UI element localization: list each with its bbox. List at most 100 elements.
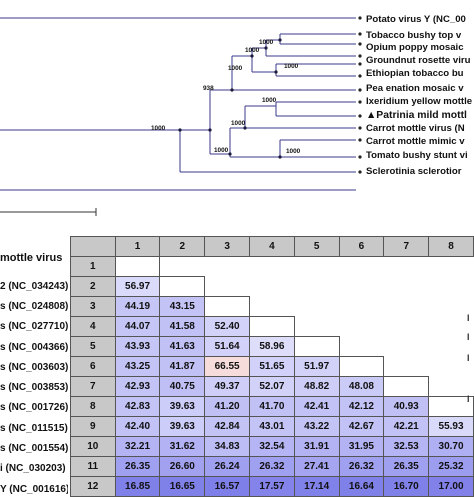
matrix-column-header: 3 bbox=[204, 236, 250, 257]
matrix-empty-cell bbox=[428, 256, 474, 277]
matrix-cell: 16.85 bbox=[114, 476, 161, 497]
matrix-cell: 39.63 bbox=[159, 416, 206, 437]
bootstrap-label: 1000 bbox=[259, 39, 274, 46]
matrix-cell: 42.83 bbox=[114, 396, 161, 417]
matrix-row-label: s (NC_011515) bbox=[0, 422, 68, 434]
matrix-diagonal-cell bbox=[428, 396, 474, 417]
matrix-empty-cell bbox=[339, 336, 384, 357]
matrix-empty-cell bbox=[339, 276, 384, 297]
phylogenetic-tree: 1000 1000 1000 1000 1000 938 1000 1000 1… bbox=[0, 14, 472, 216]
bootstrap-label: 1000 bbox=[284, 63, 299, 70]
matrix-diagonal-cell bbox=[293, 336, 340, 357]
matrix-cell: 52.07 bbox=[248, 376, 295, 397]
matrix-cell: 43.15 bbox=[159, 296, 206, 317]
matrix-empty-cell bbox=[339, 316, 384, 337]
leaf-label: Pea enation mosaic v bbox=[366, 83, 464, 94]
bootstrap-label: 1000 bbox=[286, 148, 301, 155]
matrix-empty-cell bbox=[428, 376, 474, 397]
matrix-cell: 26.32 bbox=[338, 456, 385, 477]
matrix-empty-cell bbox=[428, 336, 474, 357]
matrix-row-number: 1 bbox=[70, 256, 116, 277]
matrix-row-label: s (NC_004366) bbox=[0, 341, 68, 353]
matrix-empty-cell bbox=[383, 356, 429, 377]
matrix-cell: 52.40 bbox=[204, 316, 250, 337]
matrix-cell: 55.93 bbox=[428, 416, 474, 437]
matrix-cell: 17.00 bbox=[428, 476, 474, 497]
matrix-empty-cell bbox=[294, 276, 340, 297]
matrix-cell: 39.63 bbox=[159, 396, 206, 417]
leaf-label: Tomato bushy stunt vi bbox=[366, 150, 468, 161]
matrix-row-number: 6 bbox=[70, 356, 116, 377]
matrix-diagonal-cell bbox=[338, 356, 385, 377]
matrix-cell: 42.41 bbox=[293, 396, 340, 417]
matrix-cell: 48.82 bbox=[293, 376, 340, 397]
matrix-diagonal-cell bbox=[159, 276, 206, 297]
matrix-cell: 32.53 bbox=[383, 436, 430, 457]
matrix-cell: 49.37 bbox=[204, 376, 250, 397]
matrix-cell: 30.70 bbox=[428, 436, 474, 457]
matrix-cell: 32.21 bbox=[114, 436, 161, 457]
matrix-cell: 48.08 bbox=[338, 376, 385, 397]
tree-nodes bbox=[178, 38, 282, 159]
matrix-empty-cell bbox=[428, 356, 474, 377]
matrix-cell: 31.62 bbox=[159, 436, 206, 457]
matrix-cell: 56.97 bbox=[114, 276, 161, 297]
matrix-cell: 16.70 bbox=[383, 476, 430, 497]
matrix-empty-cell bbox=[294, 296, 340, 317]
matrix-empty-cell bbox=[204, 276, 250, 297]
matrix-empty-cell bbox=[204, 256, 250, 277]
bootstrap-label: 1000 bbox=[262, 97, 277, 104]
matrix-cell: 41.58 bbox=[159, 316, 206, 337]
bootstrap-label: 1000 bbox=[214, 147, 229, 154]
matrix-cell: 43.22 bbox=[293, 416, 340, 437]
matrix-cell: 43.93 bbox=[114, 336, 161, 357]
matrix-empty-cell bbox=[294, 256, 340, 277]
matrix-cell: 42.40 bbox=[114, 416, 161, 437]
matrix-cell: 26.35 bbox=[114, 456, 161, 477]
matrix-title-fragment: mottle virus bbox=[0, 252, 63, 264]
matrix-row-number: 9 bbox=[70, 416, 116, 437]
matrix-empty-cell bbox=[339, 256, 384, 277]
matrix-row-label: s (NC_001554) bbox=[0, 443, 68, 454]
matrix-column-header: 6 bbox=[338, 236, 385, 257]
matrix-cell: 16.65 bbox=[159, 476, 206, 497]
matrix-cell: 42.21 bbox=[383, 416, 430, 437]
matrix-column-header: 5 bbox=[293, 236, 340, 257]
leaf-label: Potato virus Y (NC_00 bbox=[366, 14, 466, 25]
matrix-cell: 43.01 bbox=[248, 416, 295, 437]
matrix-empty-cell bbox=[383, 296, 429, 317]
matrix-cell: 17.14 bbox=[293, 476, 340, 497]
matrix-cell: 27.41 bbox=[293, 456, 340, 477]
matrix-cell: 31.95 bbox=[338, 436, 385, 457]
matrix-cell: 58.96 bbox=[248, 336, 295, 357]
matrix-row-number: 7 bbox=[70, 376, 116, 397]
matrix-row-label: s (NC_003853) bbox=[0, 382, 68, 394]
matrix-empty-cell bbox=[249, 276, 295, 297]
matrix-cell: 42.93 bbox=[114, 376, 161, 397]
matrix-cell: 40.93 bbox=[383, 396, 430, 417]
leaf-label: Carrot mottle virus (N bbox=[366, 123, 465, 134]
matrix-empty-cell bbox=[383, 276, 429, 297]
matrix-cell: 16.64 bbox=[338, 476, 385, 497]
matrix-cell: 41.87 bbox=[159, 356, 206, 377]
leaf-label: Groundnut rosette viru bbox=[366, 55, 471, 66]
matrix-side-mark: I bbox=[467, 353, 470, 363]
matrix-row-number: 12 bbox=[70, 476, 116, 497]
matrix-empty-cell bbox=[428, 316, 474, 337]
matrix-row-label: s (NC_001726) bbox=[0, 402, 68, 414]
matrix-row-number: 10 bbox=[70, 436, 116, 457]
matrix-cell: 42.84 bbox=[204, 416, 250, 437]
matrix-cell: 43.25 bbox=[114, 356, 161, 377]
matrix-row-number: 8 bbox=[70, 396, 116, 417]
matrix-row-number: 5 bbox=[70, 336, 116, 357]
matrix-side-mark: I bbox=[467, 332, 470, 342]
matrix-diagonal-cell bbox=[248, 316, 295, 337]
matrix-cell: 51.97 bbox=[293, 356, 340, 377]
matrix-column-header: 4 bbox=[248, 236, 295, 257]
matrix-empty-cell bbox=[383, 316, 429, 337]
matrix-empty-cell bbox=[428, 296, 474, 317]
matrix-cell: 26.32 bbox=[248, 456, 295, 477]
matrix-cell: 51.64 bbox=[204, 336, 250, 357]
matrix-empty-cell bbox=[249, 256, 295, 277]
matrix-empty-cell bbox=[428, 276, 474, 297]
